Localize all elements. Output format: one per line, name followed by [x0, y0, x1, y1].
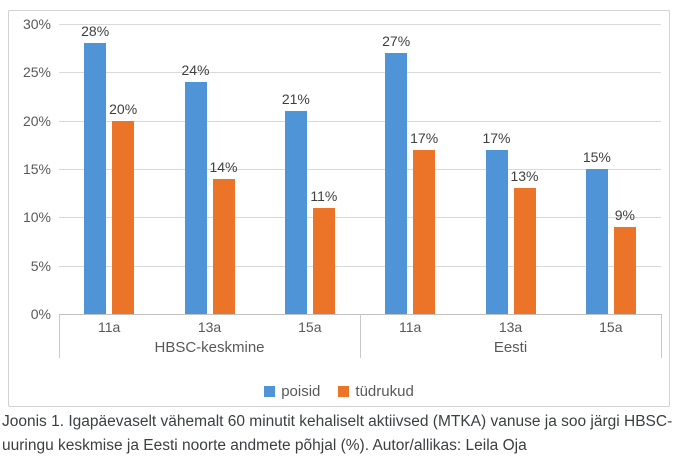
bar-tüdrukud-15a — [312, 207, 335, 314]
bar-value-label: 28% — [81, 23, 110, 40]
bar-tüdrukud-15a — [613, 227, 636, 314]
chart-caption: Joonis 1. Igapäevaselt vähemalt 60 minut… — [2, 413, 673, 454]
bar-value-label: 21% — [281, 91, 310, 107]
y-axis-tick-label: 20% — [22, 112, 51, 129]
bar-tüdrukud-11a — [112, 120, 135, 314]
gridline — [59, 169, 661, 170]
y-axis-tick-label: 5% — [30, 257, 51, 274]
bar-value-label: 24% — [181, 62, 210, 78]
y-axis-tick-label: 0% — [30, 306, 51, 322]
gridline — [59, 120, 661, 122]
gridline — [59, 72, 661, 74]
bar-tüdrukud-13a — [212, 178, 235, 314]
legend-item-tüdrukud: tüdrukud — [338, 383, 414, 400]
x-axis-group-label: Eesti — [493, 339, 528, 356]
x-axis-category-label: 11a — [399, 319, 422, 335]
legend-item-poisid: poisid — [264, 383, 320, 400]
x-axis-category-label: 11a — [98, 319, 121, 335]
y-axis-tick-label: 25% — [22, 64, 51, 81]
bar-value-label: 17% — [410, 129, 439, 146]
bar-value-label: 9% — [614, 207, 635, 223]
legend: poisid tüdrukud — [9, 383, 669, 400]
x-axis-group-separator — [360, 314, 361, 358]
y-axis-tick-label: 10% — [22, 209, 51, 226]
gridline — [59, 217, 661, 219]
bar-value-label: 14% — [209, 158, 238, 175]
bar-poisid-11a — [385, 53, 408, 314]
x-axis-category-label: 15a — [599, 319, 623, 335]
legend-label: tüdrukud — [355, 383, 414, 400]
x-axis-group-separator — [59, 314, 60, 358]
legend-label: poisid — [281, 383, 321, 400]
bar-poisid-15a — [585, 169, 608, 314]
bar-poisid-15a — [284, 111, 307, 314]
bar-poisid-13a — [184, 82, 207, 314]
bar-value-label: 27% — [382, 33, 411, 49]
y-axis-tick-label: 15% — [22, 161, 51, 177]
x-axis-category-label: 13a — [498, 319, 523, 335]
gridline — [59, 265, 661, 267]
bar-value-label: 15% — [582, 149, 611, 165]
x-axis-category-label: 13a — [197, 319, 222, 335]
bar-value-label: 13% — [510, 168, 539, 185]
plot-area: 28% 20% 24% 14% 21% 11% 27% 17% 17% 13% 15% 9% — [59, 24, 661, 314]
bar-value-label: 20% — [109, 100, 138, 117]
bar-poisid-13a — [485, 149, 508, 314]
bar-poisid-11a — [84, 43, 107, 314]
bar-value-label: 11% — [310, 187, 338, 204]
gridline — [59, 24, 661, 25]
bar-tüdrukud-13a — [513, 188, 536, 314]
x-axis-category-label: 15a — [298, 319, 322, 335]
legend-swatch-icon — [338, 386, 350, 397]
legend-swatch-icon — [264, 386, 276, 397]
x-axis-group-label: HBSC-keskmine — [154, 339, 265, 356]
chart-card: 28% 20% 24% 14% 21% 11% 27% 17% 17% 13% 15% 9% 0% 5%… — [8, 10, 670, 407]
x-axis-group-separator — [661, 314, 662, 358]
bar-value-label: 17% — [482, 129, 511, 146]
bar-tüdrukud-11a — [413, 149, 436, 314]
y-axis-tick-label: 30% — [22, 16, 51, 32]
